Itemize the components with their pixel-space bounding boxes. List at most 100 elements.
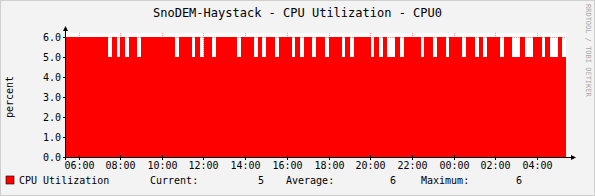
- stat-value: 5: [258, 175, 264, 186]
- area-step: [224, 37, 229, 157]
- x-tick-label: 06:00: [64, 160, 94, 171]
- area-step: [79, 37, 84, 157]
- y-tick: [63, 117, 66, 118]
- area-step: [233, 37, 238, 157]
- y-tick: [63, 37, 66, 38]
- area-step: [204, 37, 209, 157]
- area-step: [216, 37, 221, 157]
- title: SnoDEM-Haystack - CPU Utilization - CPU0: [153, 6, 442, 20]
- area-step: [529, 57, 534, 157]
- y-tick-label: 1.0: [43, 132, 61, 143]
- background: [0, 0, 595, 196]
- area-step: [395, 37, 400, 157]
- area-step: [358, 37, 363, 157]
- area-step: [474, 57, 479, 157]
- area-step: [312, 57, 317, 157]
- area-step: [141, 37, 146, 157]
- stat-label: Average:: [286, 175, 334, 186]
- y-tick-label: 4.0: [43, 72, 61, 83]
- area-step: [174, 57, 179, 157]
- area-step: [199, 57, 204, 157]
- area-step: [466, 37, 471, 157]
- area-step: [74, 37, 79, 157]
- area-step: [108, 57, 113, 157]
- y-tick: [63, 157, 66, 158]
- area-step: [120, 37, 125, 157]
- area-step: [399, 57, 404, 157]
- x-tick-label: 16:00: [272, 160, 302, 171]
- stat-value: 6: [390, 175, 396, 186]
- area-step: [554, 57, 559, 157]
- area-step: [212, 57, 217, 157]
- area-step: [274, 57, 279, 157]
- area-step: [366, 37, 371, 157]
- y-tick: [63, 97, 66, 98]
- area-step: [454, 37, 459, 157]
- area-step: [391, 57, 396, 157]
- area-step: [229, 37, 234, 157]
- area-step: [487, 37, 492, 157]
- area-step: [404, 37, 409, 157]
- area-step: [291, 57, 296, 157]
- area-step: [308, 37, 313, 157]
- area-step: [324, 57, 329, 157]
- y-tick-label: 0.0: [43, 152, 61, 163]
- area-step: [333, 37, 338, 157]
- x-tick-label: 04:00: [522, 160, 552, 171]
- x-tick-label: 08:00: [105, 160, 135, 171]
- area-step: [545, 37, 550, 157]
- area-step: [458, 37, 463, 157]
- area-step: [195, 37, 200, 157]
- area-step: [258, 37, 263, 157]
- area-step: [262, 57, 267, 157]
- area-step: [345, 37, 350, 157]
- area-step: [320, 37, 325, 157]
- area-step: [349, 57, 354, 157]
- area-step: [191, 57, 196, 157]
- area-step: [479, 37, 484, 157]
- area-step: [245, 37, 250, 157]
- area-step: [133, 37, 138, 157]
- area-step: [379, 57, 384, 157]
- area-step: [99, 37, 104, 157]
- stat-label: Maximum:: [421, 175, 469, 186]
- stat-value: 6: [516, 175, 522, 186]
- x-axis-arrow: [571, 155, 576, 160]
- legend-swatch: [6, 176, 14, 184]
- area-step: [449, 37, 454, 157]
- area-step: [83, 37, 88, 157]
- y-tick-label: 2.0: [43, 112, 61, 123]
- area-step: [562, 57, 566, 157]
- area-step: [279, 37, 284, 157]
- area-step: [137, 57, 142, 157]
- x-tick-label: 00:00: [439, 160, 469, 171]
- y-tick-label: 5.0: [43, 52, 61, 63]
- area-step: [66, 37, 71, 157]
- area-step: [104, 37, 109, 157]
- area-step: [116, 57, 121, 157]
- y-axis-label: percent: [4, 76, 15, 118]
- area-step: [129, 37, 134, 157]
- area-step: [341, 57, 346, 157]
- area-step: [445, 57, 450, 157]
- legend-label: CPU Utilization: [19, 175, 109, 186]
- area-step: [412, 37, 417, 157]
- area-step: [549, 57, 554, 157]
- area-step: [95, 37, 100, 157]
- area-step: [374, 37, 379, 157]
- y-axis-arrow: [63, 26, 68, 31]
- area-step: [504, 37, 509, 157]
- area-step: [483, 57, 488, 157]
- area-step: [533, 37, 538, 157]
- area-step: [520, 37, 525, 157]
- area-step: [370, 57, 375, 157]
- plot-background: [66, 33, 566, 157]
- area-step: [70, 37, 75, 157]
- area-step: [283, 37, 288, 157]
- x-tick-label: 22:00: [397, 160, 427, 171]
- area-step: [220, 37, 225, 157]
- x-tick-label: 18:00: [314, 160, 344, 171]
- y-tick: [63, 137, 66, 138]
- stat-label: Current:: [150, 175, 198, 186]
- area-step: [254, 57, 259, 157]
